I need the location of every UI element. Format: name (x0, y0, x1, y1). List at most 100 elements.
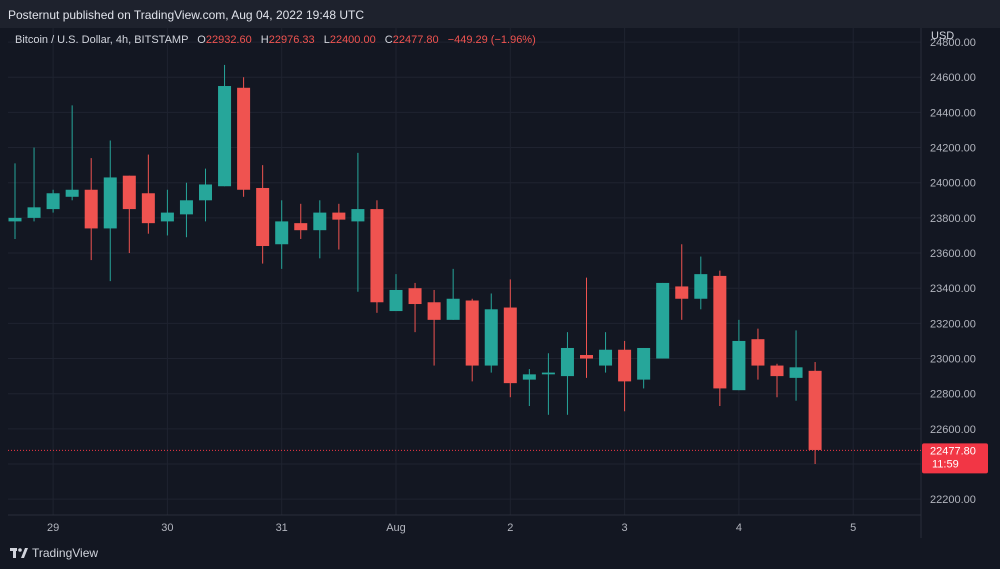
symbol-legend: Bitcoin / U.S. Dollar, 4h, BITSTAMP O229… (15, 34, 536, 46)
price-tick-label: 22600.00 (930, 424, 976, 436)
candle (808, 362, 822, 465)
chart-area[interactable] (8, 28, 992, 538)
candle-body (65, 189, 79, 197)
candle (503, 279, 517, 398)
time-tick-label: 3 (622, 522, 628, 534)
candle-body (427, 302, 441, 320)
candle-body (694, 274, 708, 299)
footer-bar (0, 538, 1000, 569)
tradingview-brand[interactable]: TradingView (10, 546, 98, 560)
candle-body (370, 209, 384, 303)
candle-body (351, 209, 365, 222)
candle-body (465, 300, 479, 366)
close-value: 22477.80 (392, 34, 439, 46)
candle (313, 200, 327, 259)
change-value: −449.29 (−1.96%) (447, 34, 536, 46)
candle (65, 105, 79, 201)
symbol-name: Bitcoin / U.S. Dollar, 4h, BITSTAMP (15, 34, 189, 46)
last-price-label: 22477.80 11:59 (922, 443, 988, 474)
candle (637, 347, 651, 389)
candle-body (713, 275, 727, 389)
candle-body (103, 177, 117, 229)
candle-body (218, 86, 232, 187)
candle (751, 328, 765, 380)
candle (713, 270, 727, 406)
candle (427, 289, 441, 366)
high-label: H (260, 34, 269, 46)
candle-body (8, 217, 22, 222)
candle-body (294, 223, 308, 231)
candle (27, 147, 41, 222)
candle (103, 140, 117, 282)
candle (732, 319, 746, 391)
candle-body (618, 349, 632, 382)
candle (351, 152, 365, 292)
candle-body (275, 221, 289, 245)
close-label: C (384, 34, 393, 46)
candle (256, 165, 270, 264)
candle-body (160, 212, 174, 222)
candle (160, 189, 174, 236)
price-tick-label: 23600.00 (930, 248, 976, 260)
currency-label: USD (931, 30, 955, 42)
low-value: 22400.00 (329, 34, 376, 46)
candle-body (122, 175, 136, 210)
candle-body (580, 355, 593, 359)
candle-body (732, 340, 746, 391)
open-value: 22932.60 (205, 34, 252, 46)
time-tick-label: 5 (850, 522, 856, 534)
candle-body (808, 370, 822, 450)
candle (84, 158, 98, 261)
candle (560, 332, 574, 415)
candle-body (637, 347, 651, 380)
candle-body (84, 189, 98, 229)
candle (199, 168, 212, 222)
price-tick-label: 24800.00 (930, 37, 976, 49)
candle (541, 353, 555, 415)
candle-body (446, 298, 460, 320)
candles (8, 64, 822, 465)
candle (694, 256, 708, 310)
price-tick-label: 24000.00 (930, 178, 976, 190)
last-price-countdown: 11:59 (932, 458, 959, 470)
tradingview-logo-icon (10, 548, 28, 558)
candle (122, 175, 136, 254)
candle-body (389, 289, 403, 312)
open-label: O (197, 34, 206, 46)
candle-body (179, 200, 193, 215)
candle (408, 282, 422, 333)
candle-body (560, 347, 574, 377)
candle-body (484, 309, 498, 366)
candle (599, 332, 613, 373)
candle (484, 293, 498, 373)
price-tick-label: 24600.00 (930, 72, 976, 84)
low-label: L (323, 34, 330, 46)
price-axis: 22200.0022400.0022600.0022800.0023000.00… (930, 37, 976, 506)
time-tick-label: 30 (161, 522, 173, 534)
candle-body (599, 349, 613, 366)
candle (618, 340, 632, 412)
candle-body (237, 87, 251, 190)
candle-body (503, 307, 517, 384)
time-tick-label: 29 (47, 522, 59, 534)
candle-body (770, 365, 784, 377)
candle-body (141, 193, 155, 224)
candle-body (751, 339, 765, 366)
candle (46, 189, 60, 213)
time-tick-label: 4 (736, 522, 742, 534)
candle-body (789, 367, 803, 378)
price-tick-label: 23800.00 (930, 213, 976, 225)
candle-body (408, 288, 422, 305)
candle (465, 298, 479, 382)
candle-body (675, 286, 689, 299)
candle (141, 154, 155, 234)
time-axis: 29 30 31 Aug 2 3 4 5 (47, 522, 856, 534)
published-text: Posternut published on TradingView.com, … (8, 8, 365, 22)
candle (580, 277, 593, 378)
candle (446, 268, 460, 320)
candle (8, 163, 22, 239)
publish-bar: Posternut published on TradingView.com, … (0, 0, 1000, 28)
candle (656, 282, 670, 359)
candle-body (313, 212, 327, 231)
